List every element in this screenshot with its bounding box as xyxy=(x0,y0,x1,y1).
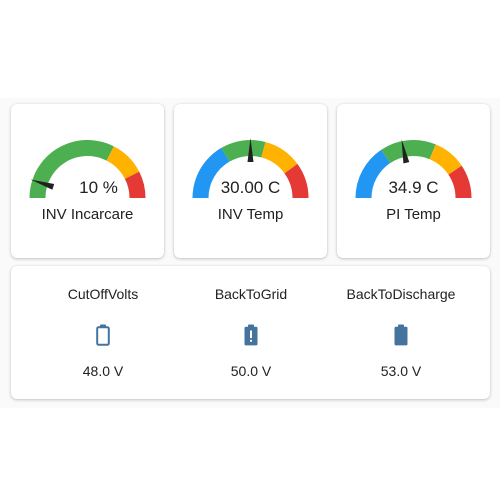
gauge-inv-temp xyxy=(192,138,309,198)
gauge-card-inv-incarcare[interactable] xyxy=(11,104,164,258)
gauge-needle xyxy=(401,139,410,164)
gauge-inv-incarcare xyxy=(29,140,146,198)
entity-backtodischarge[interactable]: BackToDischarge 53.0 V xyxy=(326,270,476,390)
gauge-label: INV Temp xyxy=(217,206,284,223)
entity-value: 50.0 V xyxy=(230,363,272,379)
gauge-segment-blue xyxy=(192,147,230,198)
gauge-card-pi-temp[interactable] xyxy=(337,104,490,258)
gauge-card-inv-temp[interactable] xyxy=(174,104,327,258)
battery-alert-icon xyxy=(244,324,258,346)
entity-name: BackToGrid xyxy=(214,286,288,302)
entity-name: CutOffVolts xyxy=(67,286,139,302)
gauge-needle xyxy=(30,179,55,190)
entity-cutoffvolts[interactable]: CutOffVolts 48.0 V xyxy=(28,270,178,390)
entity-value: 53.0 V xyxy=(380,363,422,379)
gauge-segment-red xyxy=(124,171,146,198)
gauge-segment-green xyxy=(221,140,266,162)
gauge-segment-blue xyxy=(355,149,391,198)
gauge-label: PI Temp xyxy=(386,206,441,223)
battery-icon xyxy=(394,324,408,346)
gauge-value: 30.00 C xyxy=(220,178,281,197)
gauge-needle xyxy=(247,138,254,162)
gauge-label: INV Incarcare xyxy=(41,206,134,223)
gauge-segment-red xyxy=(284,163,309,198)
battery-outline-icon xyxy=(96,324,110,346)
gauge-segment-yellow xyxy=(429,144,462,175)
gauge-segment-yellow xyxy=(106,146,140,179)
entity-backtogrid[interactable]: BackToGrid 50.0 V xyxy=(176,270,326,390)
entity-name: BackToDischarge xyxy=(346,286,456,302)
gauge-segment-green xyxy=(29,140,114,198)
entity-value: 48.0 V xyxy=(82,363,124,379)
gauge-value: 34.9 C xyxy=(388,178,439,197)
gauge-segment-green xyxy=(381,140,436,164)
gauge-segment-red xyxy=(448,165,472,198)
gauge-pi-temp xyxy=(355,139,472,198)
gauge-value: 10 % xyxy=(79,178,118,197)
gauge-segment-yellow xyxy=(261,141,298,174)
